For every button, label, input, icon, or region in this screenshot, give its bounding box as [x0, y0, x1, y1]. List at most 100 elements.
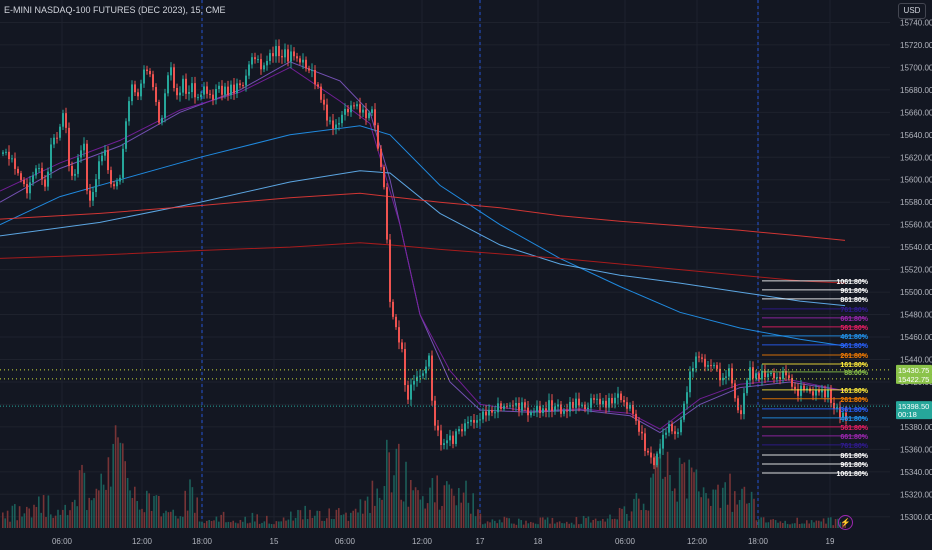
candle-body: [533, 411, 535, 413]
candle-body: [107, 150, 109, 171]
candle-body: [626, 402, 628, 409]
volume-bar: [371, 480, 374, 528]
candle-body: [272, 53, 274, 57]
volume-bar: [328, 508, 330, 528]
y-tick-label: 15640.00: [900, 131, 932, 140]
volume-bar: [148, 493, 150, 528]
volume-bar: [453, 495, 455, 528]
candle-body: [242, 85, 244, 87]
x-tick-label: 15: [270, 537, 279, 546]
candle-body: [713, 365, 715, 367]
volume-bar: [674, 488, 676, 528]
y-tick-label: 15600.00: [900, 176, 932, 185]
volume-bar: [765, 522, 767, 528]
x-tick-label: 17: [476, 537, 485, 546]
candle-body: [569, 401, 571, 412]
candle-body: [797, 389, 799, 396]
candle-body: [338, 123, 340, 125]
candle-body: [239, 83, 241, 86]
y-tick-label: 15500.00: [900, 288, 932, 297]
volume-bar: [378, 497, 381, 528]
volume-bar: [796, 517, 798, 528]
volume-bar: [179, 516, 182, 528]
volume-bar: [707, 498, 710, 528]
candle-body: [476, 420, 478, 423]
volume-bar: [482, 524, 484, 528]
candle-body: [803, 385, 805, 391]
volume-bar: [798, 523, 801, 528]
candle-body: [536, 405, 538, 412]
volume-bar: [263, 521, 266, 528]
volume-bar: [14, 504, 16, 528]
volume-bar: [198, 521, 201, 528]
candle-body: [152, 74, 154, 88]
candle-body: [746, 380, 748, 394]
candle-body: [221, 85, 223, 95]
volume-bar: [789, 524, 791, 528]
candle-body: [347, 108, 349, 113]
candle-body: [380, 148, 382, 167]
volume-bar: [249, 522, 251, 528]
volume-bar: [333, 519, 335, 528]
volume-bar: [700, 497, 702, 528]
candle-body: [176, 87, 178, 96]
volume-bar: [222, 511, 225, 528]
volume-bar: [635, 493, 638, 528]
volume-bar: [59, 514, 62, 528]
volume-bar: [359, 499, 362, 528]
candle-body: [374, 109, 376, 126]
volume-bar: [18, 506, 21, 528]
candle-body: [326, 104, 328, 121]
volume-bar: [563, 523, 566, 528]
volume-bar: [777, 522, 779, 528]
volume-bar: [460, 502, 462, 528]
volume-bar: [758, 519, 760, 528]
volume-bar: [546, 517, 549, 528]
candle-body: [41, 168, 43, 180]
candle-body: [749, 367, 751, 381]
candle-body: [77, 157, 79, 174]
volume-bar: [64, 504, 66, 528]
candle-body: [194, 83, 196, 98]
candle-body: [641, 431, 643, 434]
candle-body: [314, 69, 316, 85]
volume-bar: [35, 506, 38, 528]
candle-body: [821, 390, 823, 393]
volume-bar: [134, 486, 136, 528]
volume-bar: [580, 523, 582, 528]
candle-body: [743, 393, 745, 415]
volume-bar: [357, 512, 359, 528]
volume-bar: [246, 523, 249, 528]
y-tick-label: 15440.00: [900, 355, 932, 364]
candle-body: [2, 152, 4, 154]
volume-bar: [28, 508, 30, 528]
candle-body: [410, 384, 412, 400]
candle-body: [572, 401, 574, 408]
fib-level-label: 361.80%: [840, 407, 868, 414]
volume-bar: [213, 520, 215, 528]
candle-body: [656, 453, 658, 466]
volume-bar: [174, 515, 177, 528]
currency-button[interactable]: USD: [898, 3, 926, 19]
volume-bar: [741, 488, 743, 528]
candle-body: [566, 410, 568, 412]
candle-body: [143, 69, 145, 84]
volume-bar: [602, 518, 604, 528]
candle-body: [293, 51, 295, 57]
candle-body: [383, 166, 385, 188]
volume-bar: [335, 509, 338, 528]
candle-body: [632, 405, 634, 414]
candle-body: [800, 385, 802, 396]
volume-bar: [496, 523, 498, 528]
candle-body: [275, 46, 277, 57]
volume-bar: [599, 520, 602, 528]
volume-bar: [578, 524, 580, 528]
moving-average-line: [0, 192, 846, 241]
volume-bar: [609, 514, 611, 528]
candle-body: [56, 137, 58, 139]
candle-body: [245, 75, 247, 86]
candle-body: [488, 409, 490, 416]
volume-bar: [225, 522, 227, 528]
alert-bolt-icon[interactable]: ⚡: [838, 515, 853, 530]
